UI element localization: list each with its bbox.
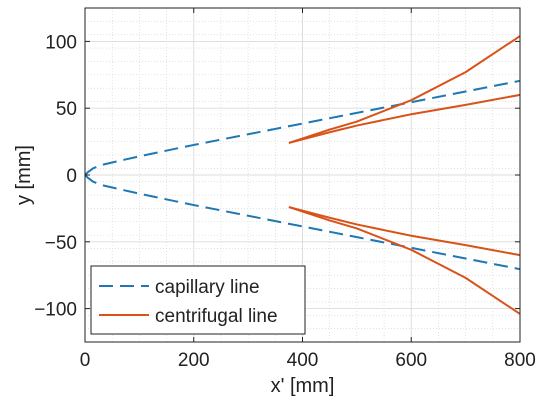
x-tick-label: 600 [395,350,427,371]
capillary-line-path [84,79,521,176]
y-tick-label: −50 [45,233,77,254]
y-tick-label: 50 [56,99,77,120]
plot-series [84,35,521,315]
legend: capillary line centrifugal line [90,265,306,335]
centrifugal-line-path [288,35,521,144]
y-tick-label: 100 [45,32,77,53]
centrifugal-line-path [288,206,521,257]
x-tick-label: 200 [178,350,210,371]
legend-label: capillary line [155,277,260,298]
centrifugal-line-path [288,93,521,144]
capillary-line-path [84,174,521,271]
x-tick-label: 800 [504,350,536,371]
x-axis-label: x' [mm] [271,375,335,397]
legend-label: centrifugal line [155,306,278,327]
legend-box [90,265,306,335]
y-axis-label: y [mm] [13,145,35,205]
x-axis: 0 200 400 600 800 [80,8,536,371]
x-tick-label: 400 [287,350,319,371]
y-tick-label: −100 [34,300,77,321]
y-axis: −100 −50 0 50 100 [34,32,520,321]
centrifugal-line-path [288,206,521,315]
x-tick-label: 0 [80,350,91,371]
y-tick-label: 0 [66,166,77,187]
